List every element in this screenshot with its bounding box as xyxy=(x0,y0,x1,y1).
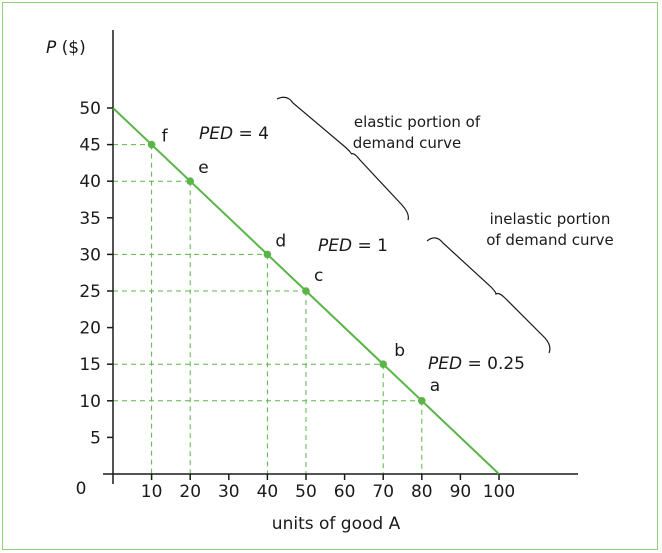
y-tick-label: 30 xyxy=(79,245,101,265)
data-points: f e d c b a xyxy=(147,127,440,405)
point-c xyxy=(302,287,310,295)
x-tick-label: 30 xyxy=(218,482,240,502)
y-tick-label: 45 xyxy=(79,136,101,156)
y-tick-label: 25 xyxy=(79,282,101,302)
y-tick-label: 50 xyxy=(79,99,101,119)
inelastic-annotation-line2: of demand curve xyxy=(486,231,614,249)
inelastic-annotation-line1: inelastic portion xyxy=(490,210,611,228)
x-tick-label: 80 xyxy=(411,482,433,502)
x-tick-label: 100 xyxy=(483,482,515,502)
ped-label-elastic: PED = 4 xyxy=(199,124,269,144)
point-e xyxy=(186,177,194,185)
ped-label-inelastic: PED = 0.25 xyxy=(428,354,525,374)
x-tick-label: 10 xyxy=(141,482,163,502)
ped-label-unit: PED = 1 xyxy=(318,236,388,256)
y-axis-label: P ($) xyxy=(46,38,86,58)
x-ticks: 10 20 30 40 50 60 70 80 90 100 xyxy=(141,474,515,502)
point-label-d: d xyxy=(275,231,286,251)
elastic-annotation-line2: demand curve xyxy=(353,134,461,152)
guide-lines xyxy=(113,144,423,474)
point-label-a: a xyxy=(430,376,440,396)
point-label-c: c xyxy=(314,266,323,286)
point-b xyxy=(379,360,388,369)
point-a xyxy=(418,397,426,405)
y-tick-label: 15 xyxy=(79,355,101,375)
inelastic-brace xyxy=(426,237,551,354)
elastic-annotation-line1: elastic portion of xyxy=(354,113,481,131)
y-tick-label: 40 xyxy=(79,172,101,192)
x-tick-label: 90 xyxy=(450,482,472,502)
point-label-f: f xyxy=(162,127,169,147)
y-tick-label: 20 xyxy=(79,319,101,339)
origin-label: 0 xyxy=(76,479,87,499)
x-tick-label: 70 xyxy=(372,482,394,502)
x-tick-label: 60 xyxy=(334,482,356,502)
elastic-brace xyxy=(276,96,409,221)
x-tick-label: 50 xyxy=(295,482,317,502)
point-label-e: e xyxy=(198,158,208,178)
x-axis-label: units of good A xyxy=(272,514,401,534)
y-tick-label: 10 xyxy=(79,392,101,412)
x-tick-label: 20 xyxy=(179,482,201,502)
point-label-b: b xyxy=(394,341,405,361)
x-tick-label: 40 xyxy=(257,482,279,502)
y-tick-label: 35 xyxy=(79,209,101,229)
point-f xyxy=(147,140,156,149)
y-tick-label: 5 xyxy=(90,428,101,448)
y-ticks: 5 10 15 20 25 30 35 40 45 50 xyxy=(79,99,113,448)
point-d xyxy=(263,250,272,259)
